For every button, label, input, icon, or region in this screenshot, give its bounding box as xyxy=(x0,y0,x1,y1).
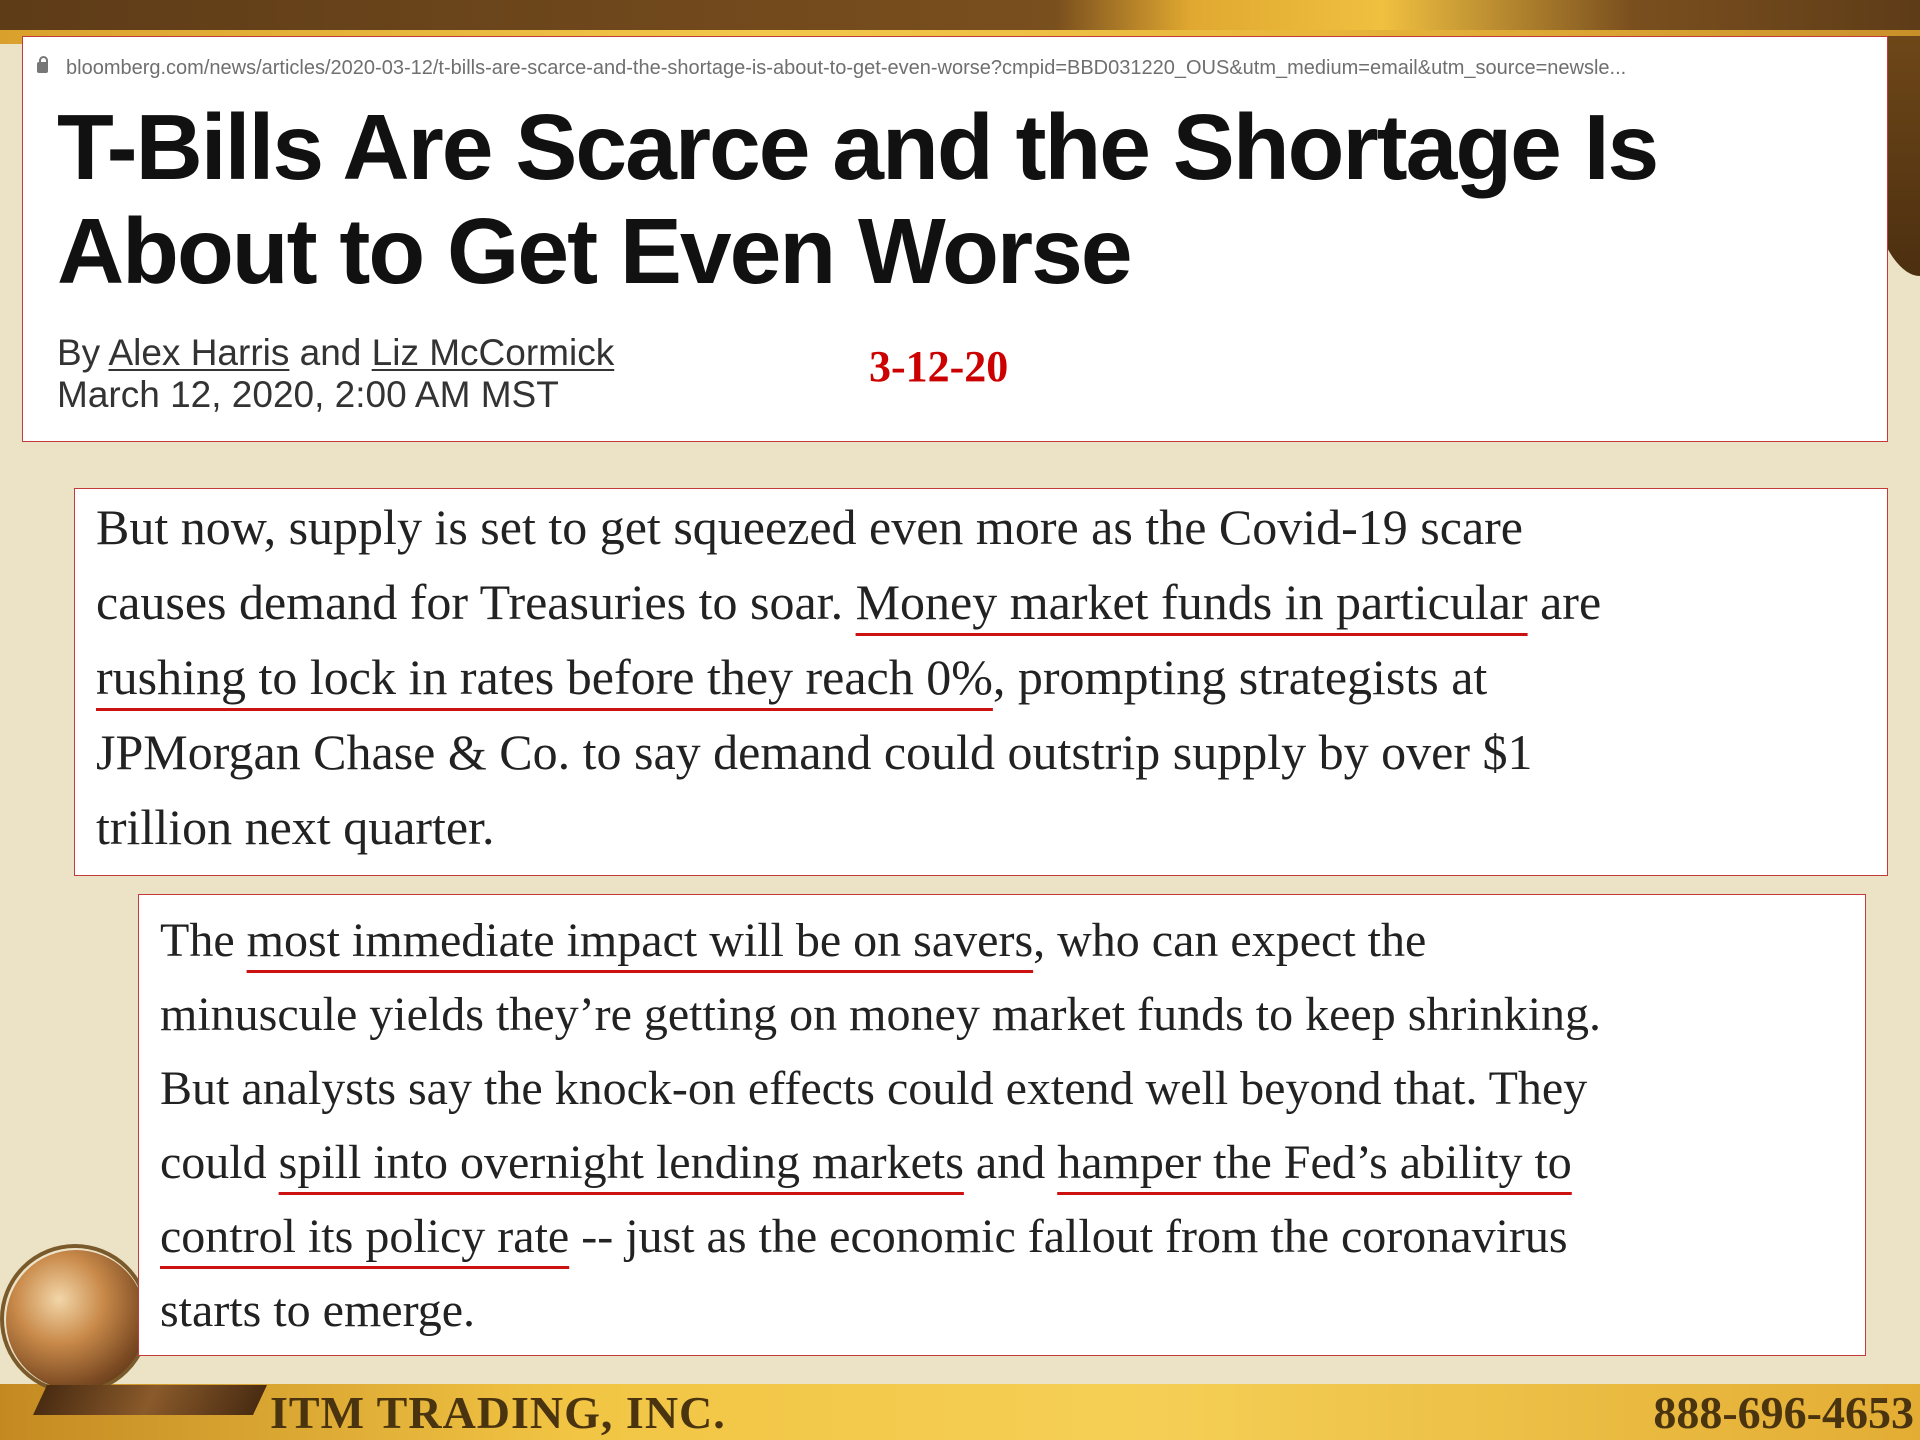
headline-line-2: About to Get Even Worse xyxy=(57,199,1133,303)
p1-underline-money-market-funds: Money market funds in particular xyxy=(855,574,1528,630)
p2-line-4: could spill into overnight lending marke… xyxy=(160,1126,1601,1200)
p2-underline-control-policy-rate: control its policy rate xyxy=(160,1210,570,1263)
p1-line-3-end: , prompting strategists at xyxy=(992,649,1488,705)
p1-underline-rushing-to-lock: rushing to lock in rates before they rea… xyxy=(96,649,993,705)
globe-icon xyxy=(6,1250,146,1390)
p2-line-6: starts to emerge. xyxy=(160,1284,476,1337)
p2-underline-immediate-impact: most immediate impact will be on savers xyxy=(246,914,1034,967)
p2-line-4-start: could xyxy=(160,1136,279,1189)
p2-underline-spill-overnight: spill into overnight lending markets xyxy=(278,1136,964,1189)
p1-line-2-end: are xyxy=(1527,574,1602,630)
p1-line-2-text: causes demand for Treasuries to soar. xyxy=(96,574,856,630)
article-header-panel: bloomberg.com/news/articles/2020-03-12/t… xyxy=(22,36,1888,442)
p2-underline-hamper-fed: hamper the Fed’s ability to xyxy=(1057,1136,1572,1189)
footer-company-name: ITM TRADING, INC. xyxy=(270,1387,726,1438)
byline-and: and xyxy=(299,332,362,373)
author-link-alex-harris[interactable]: Alex Harris xyxy=(108,332,290,373)
byline-prefix: By xyxy=(57,332,101,373)
article-headline: T-Bills Are Scarce and the Shortage Is A… xyxy=(57,95,1877,303)
p2-line-2: minuscule yields they’re getting on mone… xyxy=(160,988,1602,1041)
quote-paragraph-2 xyxy=(138,894,1866,1356)
p1-line-2: causes demand for Treasuries to soar. Mo… xyxy=(96,565,1601,640)
p2-line-3: But analysts say the knock-on effects co… xyxy=(160,1062,1588,1115)
byline: By Alex Harris and Liz McCormick xyxy=(57,329,614,377)
globe-stand xyxy=(33,1385,267,1415)
p1-line-4: JPMorgan Chase & Co. to say demand could… xyxy=(96,724,1533,780)
p1-line-3: rushing to lock in rates before they rea… xyxy=(96,640,1601,715)
url-text: bloomberg.com/news/articles/2020-03-12/t… xyxy=(66,57,1627,79)
footer-band xyxy=(0,1384,1920,1440)
quote-paragraph-1 xyxy=(74,488,1888,876)
date-stamp: 3-12-20 xyxy=(869,342,1009,391)
p2-line-5-end: -- just as the economic fallout from the… xyxy=(569,1210,1568,1263)
paragraph-2-text: The most immediate impact will be on sav… xyxy=(160,904,1601,1348)
lock-icon xyxy=(37,56,48,74)
p2-line-5: control its policy rate -- just as the e… xyxy=(160,1200,1601,1274)
p1-line-5: trillion next quarter. xyxy=(96,799,495,855)
footer-phone-number: 888-696-4653 xyxy=(1653,1387,1914,1438)
paragraph-1-text: But now, supply is set to get squeezed e… xyxy=(96,490,1601,865)
url-bar[interactable]: bloomberg.com/news/articles/2020-03-12/t… xyxy=(37,53,1877,83)
headline-line-1: T-Bills Are Scarce and the Shortage Is xyxy=(57,95,1659,199)
author-link-liz-mccormick[interactable]: Liz McCormick xyxy=(371,332,615,373)
p1-line-1: But now, supply is set to get squeezed e… xyxy=(96,499,1523,555)
publish-date: March 12, 2020, 2:00 AM MST xyxy=(57,374,559,415)
p2-line-1-start: The xyxy=(160,914,247,967)
p2-line-4-and: and xyxy=(963,1136,1058,1189)
p2-line-1: The most immediate impact will be on sav… xyxy=(160,904,1601,978)
p2-line-1-end: , who can expect the xyxy=(1033,914,1427,967)
